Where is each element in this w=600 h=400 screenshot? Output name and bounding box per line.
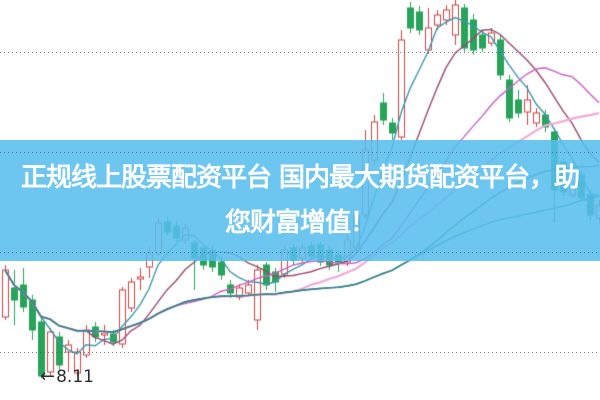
promo-banner[interactable]: 正规线上股票配资平台 国内最大期货配资平台，助 您财富增值！ [0, 140, 600, 261]
gridline [0, 252, 600, 253]
gridline [0, 152, 600, 153]
low-price-annotation: ←8.11 [40, 366, 94, 387]
gridline [0, 352, 600, 353]
promo-text-line1: 正规线上股票配资平台 国内最大期货配资平台，助 [20, 162, 580, 193]
promo-text-line2: 您财富增值！ [224, 207, 376, 238]
low-price-value: 8.11 [56, 367, 94, 387]
gridline [0, 52, 600, 53]
left-arrow-icon: ← [40, 366, 56, 387]
